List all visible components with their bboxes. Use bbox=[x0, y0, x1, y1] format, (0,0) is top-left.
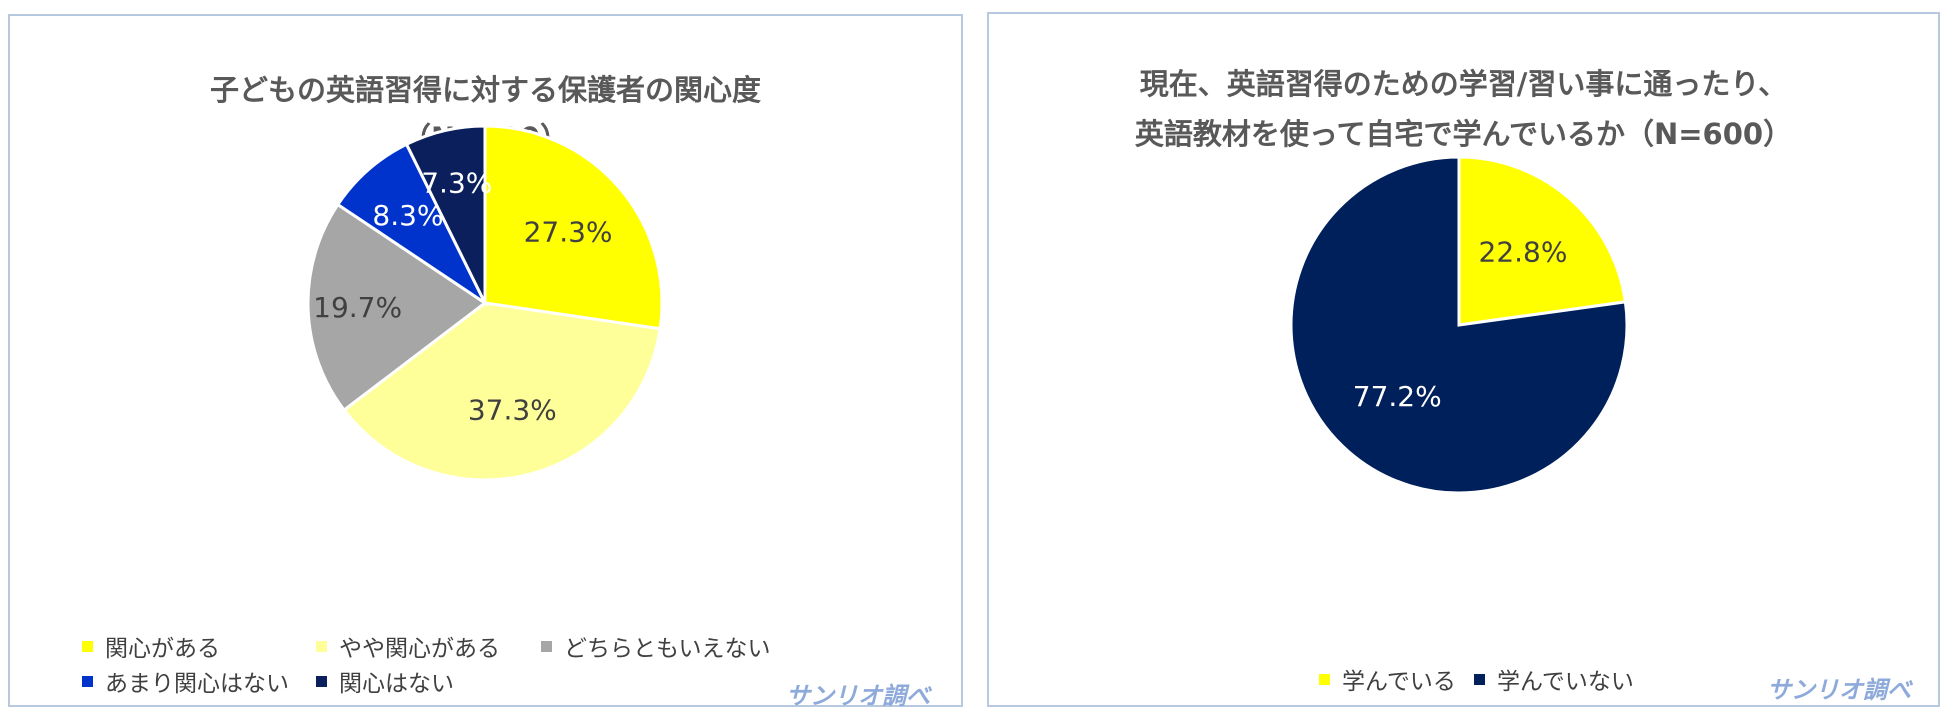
chart-panel-learning: 現在、英語習得のための学習/習い事に通ったり、 英語教材を使って自宅で学んでいる… bbox=[987, 12, 1940, 707]
legend-item-somewhat-interested: やや関心がある bbox=[316, 629, 500, 663]
legend-item-not-very-interested: あまり関心はない bbox=[82, 664, 289, 698]
pie-slice-neutral bbox=[306, 202, 488, 413]
chart-title-line-2: 英語教材を使って自宅で学んでいるか（N=600） bbox=[1134, 117, 1793, 151]
chart-title-line-1: 現在、英語習得のための学習/習い事に通ったり、 bbox=[1139, 67, 1788, 101]
legend-label: どちらともいえない bbox=[564, 636, 771, 662]
pie-slice-somewhat-interested bbox=[341, 301, 662, 482]
source-credit: サンリオ調べ bbox=[786, 682, 930, 710]
data-label-not-interested: 7.3% bbox=[421, 166, 492, 199]
data-label-not-very-interested: 8.3% bbox=[372, 199, 443, 232]
data-label-interested: 27.3% bbox=[524, 215, 613, 248]
chart-panel-interest: 子どもの英語習得に対する保護者の関心度 （N=600） 27.3%37.3%19… bbox=[8, 14, 963, 710]
legend-swatch bbox=[316, 640, 327, 652]
pie-slice-not-very-interested bbox=[335, 142, 489, 308]
pie-slice-interested bbox=[483, 124, 664, 331]
legend-swatch bbox=[541, 640, 552, 652]
source-credit: サンリオ調べ bbox=[1767, 676, 1911, 704]
legend-item-learning: 学んでいる bbox=[1319, 662, 1456, 696]
data-label-not-learning: 77.2% bbox=[1353, 380, 1442, 413]
legend-swatch bbox=[316, 675, 327, 687]
legend-swatch bbox=[82, 675, 93, 687]
legend-label: あまり関心はない bbox=[105, 671, 289, 697]
legend-label: 関心はない bbox=[339, 671, 454, 697]
data-label-learning: 22.8% bbox=[1479, 236, 1568, 269]
legend-item-not-interested: 関心はない bbox=[316, 664, 454, 698]
data-label-somewhat-interested: 37.3% bbox=[468, 393, 557, 426]
legend-item-neutral: どちらともいえない bbox=[541, 629, 771, 663]
legend-label: 学んでいない bbox=[1497, 669, 1634, 695]
legend-item-not-learning: 学んでいない bbox=[1474, 662, 1634, 696]
legend-label: 関心がある bbox=[105, 636, 220, 662]
pie-slice-not-interested bbox=[404, 124, 487, 304]
legend-swatch bbox=[1474, 673, 1485, 685]
legend-swatch bbox=[82, 640, 93, 652]
data-label-neutral: 19.7% bbox=[313, 291, 402, 324]
pie-slice-not-learning bbox=[1289, 155, 1629, 495]
chart-title-line-1: 子どもの英語習得に対する保護者の関心度 bbox=[209, 73, 761, 107]
pie-chart-interest: 27.3% 37.3% 19.7% 8.3%7.3% bbox=[306, 124, 664, 482]
legend-swatch bbox=[1319, 673, 1330, 685]
pie-slice-learning bbox=[1457, 155, 1628, 327]
legend-label: やや関心がある bbox=[339, 636, 500, 662]
legend-label: 学んでいる bbox=[1342, 669, 1456, 695]
legend-item-interested: 関心がある bbox=[82, 629, 220, 663]
pie-chart-learning: 22.8% 77.2% bbox=[1289, 155, 1629, 495]
